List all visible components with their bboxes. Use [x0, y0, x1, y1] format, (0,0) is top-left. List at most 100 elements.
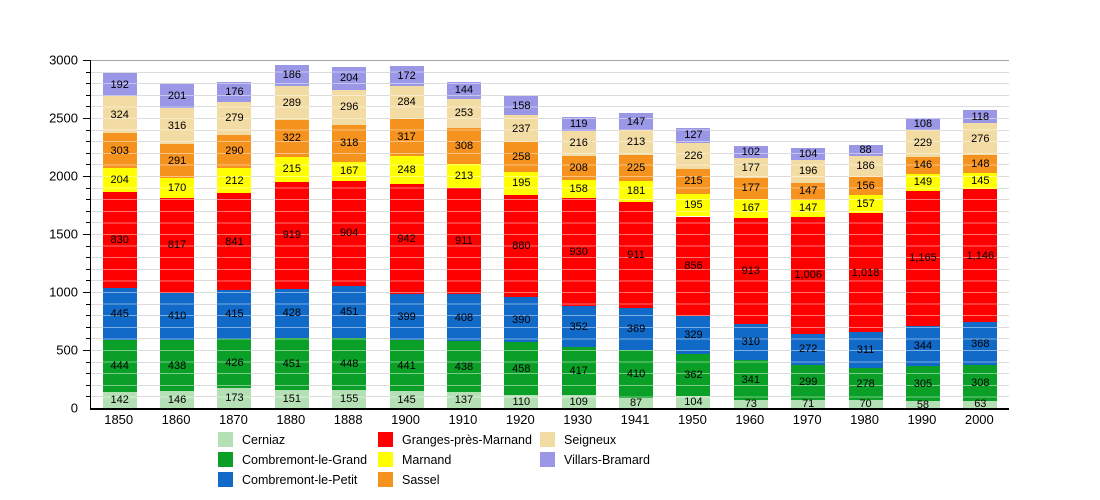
bar-segment	[332, 66, 367, 91]
bar-segment	[446, 163, 481, 189]
bar-value-label: 258	[512, 151, 531, 164]
bar-segment	[676, 353, 711, 396]
legend-swatch	[218, 452, 233, 467]
bar-stack: 146 438 410 817 170 291 316 201	[160, 84, 195, 408]
bar-segment	[389, 184, 424, 294]
bar-segment	[791, 399, 826, 408]
bar-value-label: 289	[282, 96, 301, 109]
bar-value-label: 253	[454, 107, 474, 120]
x-axis-tick-label: 1950	[677, 412, 707, 427]
x-axis-tick-label: 1860	[161, 412, 191, 427]
bar-value-label: 913	[741, 265, 760, 278]
legend-swatch	[378, 432, 393, 447]
gridline	[91, 384, 1009, 386]
bar-segment	[963, 109, 998, 124]
bar-segment	[905, 326, 940, 366]
bar-value-label: 213	[626, 136, 646, 149]
bar-segment	[102, 288, 137, 341]
bar-value-label: 195	[684, 199, 703, 212]
bar-value-label: 196	[799, 165, 818, 178]
bar-segment	[791, 199, 826, 217]
bar-segment	[561, 395, 596, 408]
bar-value-label: 410	[167, 310, 187, 323]
legend-label: Sassel	[402, 472, 440, 487]
bar-segment	[848, 155, 883, 178]
bar-segment	[274, 181, 309, 289]
bar-segment	[446, 392, 481, 408]
y-axis-tick	[83, 60, 90, 61]
bar-segment	[619, 201, 654, 308]
bar-value-label: 445	[110, 308, 129, 321]
y-axis-minor-tick	[86, 396, 90, 398]
x-axis-tick-label: 1888	[333, 412, 363, 427]
bar-segment	[160, 144, 195, 179]
bar-segment	[619, 350, 654, 398]
bar-segment	[332, 390, 367, 408]
bar-value-label: 284	[397, 96, 416, 109]
legend-label: Combremont-le-Petit	[242, 472, 358, 487]
bar-segment	[676, 216, 711, 316]
y-axis-minor-tick	[86, 303, 90, 305]
bar-segment	[102, 391, 137, 408]
bar-segment	[733, 178, 768, 199]
bar-segment	[733, 145, 768, 158]
bar-value-label: 145	[971, 174, 990, 187]
bar-segment	[619, 113, 654, 131]
bar-value-label: 73	[744, 397, 757, 410]
bar-segment	[561, 306, 596, 347]
bar-value-label: 1,006	[794, 269, 822, 282]
y-axis-minor-tick	[86, 164, 90, 166]
bar-value-label: 87	[629, 396, 643, 409]
y-axis-minor-tick	[86, 187, 90, 189]
bar-segment	[160, 178, 195, 198]
bar-segment	[848, 399, 883, 408]
bar-segment	[905, 173, 940, 191]
y-axis-tick	[83, 176, 90, 177]
y-axis-minor-tick	[86, 222, 90, 224]
bar-value-label: 88	[859, 144, 872, 157]
bar-value-label: 428	[282, 307, 301, 320]
bar-segment	[504, 342, 539, 396]
bar-value-label: 208	[569, 161, 588, 174]
bar-segment	[160, 391, 195, 408]
legend-item: Marnand	[378, 452, 451, 467]
bar-segment	[791, 147, 826, 160]
bar-value-label: 856	[684, 260, 703, 273]
bar-value-label: 919	[282, 229, 301, 242]
bar-value-label: 177	[741, 161, 760, 174]
bar-segment	[160, 84, 195, 108]
bar-segment	[905, 117, 940, 131]
bar-stack: 142 444 445 830 204 303 324 192	[102, 73, 137, 408]
x-axis-tick-label: 1900	[391, 412, 421, 427]
bar-segment	[676, 128, 711, 143]
bar-value-label: 299	[799, 376, 818, 389]
y-axis-tick-label: 0	[70, 400, 78, 416]
bar-stack: 137 438 408 911 213 308 253 144	[446, 81, 481, 409]
bar-segment	[217, 192, 252, 291]
bar-value-label: 137	[454, 394, 474, 407]
x-axis-tick-label: 1990	[907, 412, 937, 427]
bar-segment	[504, 142, 539, 173]
bar-segment	[332, 124, 367, 162]
bar-segment	[561, 347, 596, 396]
bar-value-label: 368	[971, 337, 990, 350]
bar-value-label: 369	[626, 322, 646, 335]
bar-segment	[446, 81, 481, 99]
gridline	[91, 129, 1009, 131]
bar-segment	[102, 133, 137, 169]
y-axis-tick	[83, 234, 90, 235]
gridline	[91, 141, 1009, 143]
bar-segment	[446, 341, 481, 393]
bar-segment	[160, 107, 195, 145]
x-axis-tick-label: 1941	[620, 412, 650, 427]
y-axis-minor-tick	[86, 141, 90, 143]
bar-stack: 173 426 415 841 212 290 279 176	[217, 81, 252, 409]
bar-value-label: 352	[569, 320, 588, 333]
bar-value-label: 147	[799, 185, 818, 198]
bar-segment	[504, 395, 539, 408]
bar-segment	[963, 123, 998, 156]
bar-value-label: 145	[397, 393, 416, 406]
bar-segment	[676, 395, 711, 408]
y-axis-minor-tick	[86, 268, 90, 270]
bar-value-label: 216	[569, 137, 588, 150]
